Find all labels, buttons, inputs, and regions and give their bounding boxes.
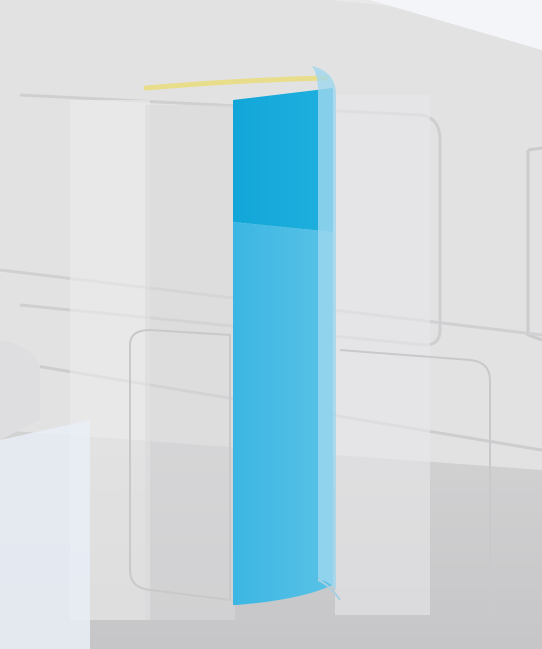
screen-edge (312, 66, 336, 590)
window-frame-right (526, 146, 542, 342)
screen-bottom-edge (317, 579, 341, 601)
top-rail (143, 75, 329, 91)
frosted-panel (145, 105, 235, 620)
top-highlight (0, 0, 542, 50)
screen-upper (233, 88, 333, 232)
tray-edge (129, 328, 231, 602)
toilet (0, 340, 40, 440)
screen-lower (233, 222, 333, 605)
left-glass (0, 420, 90, 649)
tray-edge-right (339, 349, 491, 620)
